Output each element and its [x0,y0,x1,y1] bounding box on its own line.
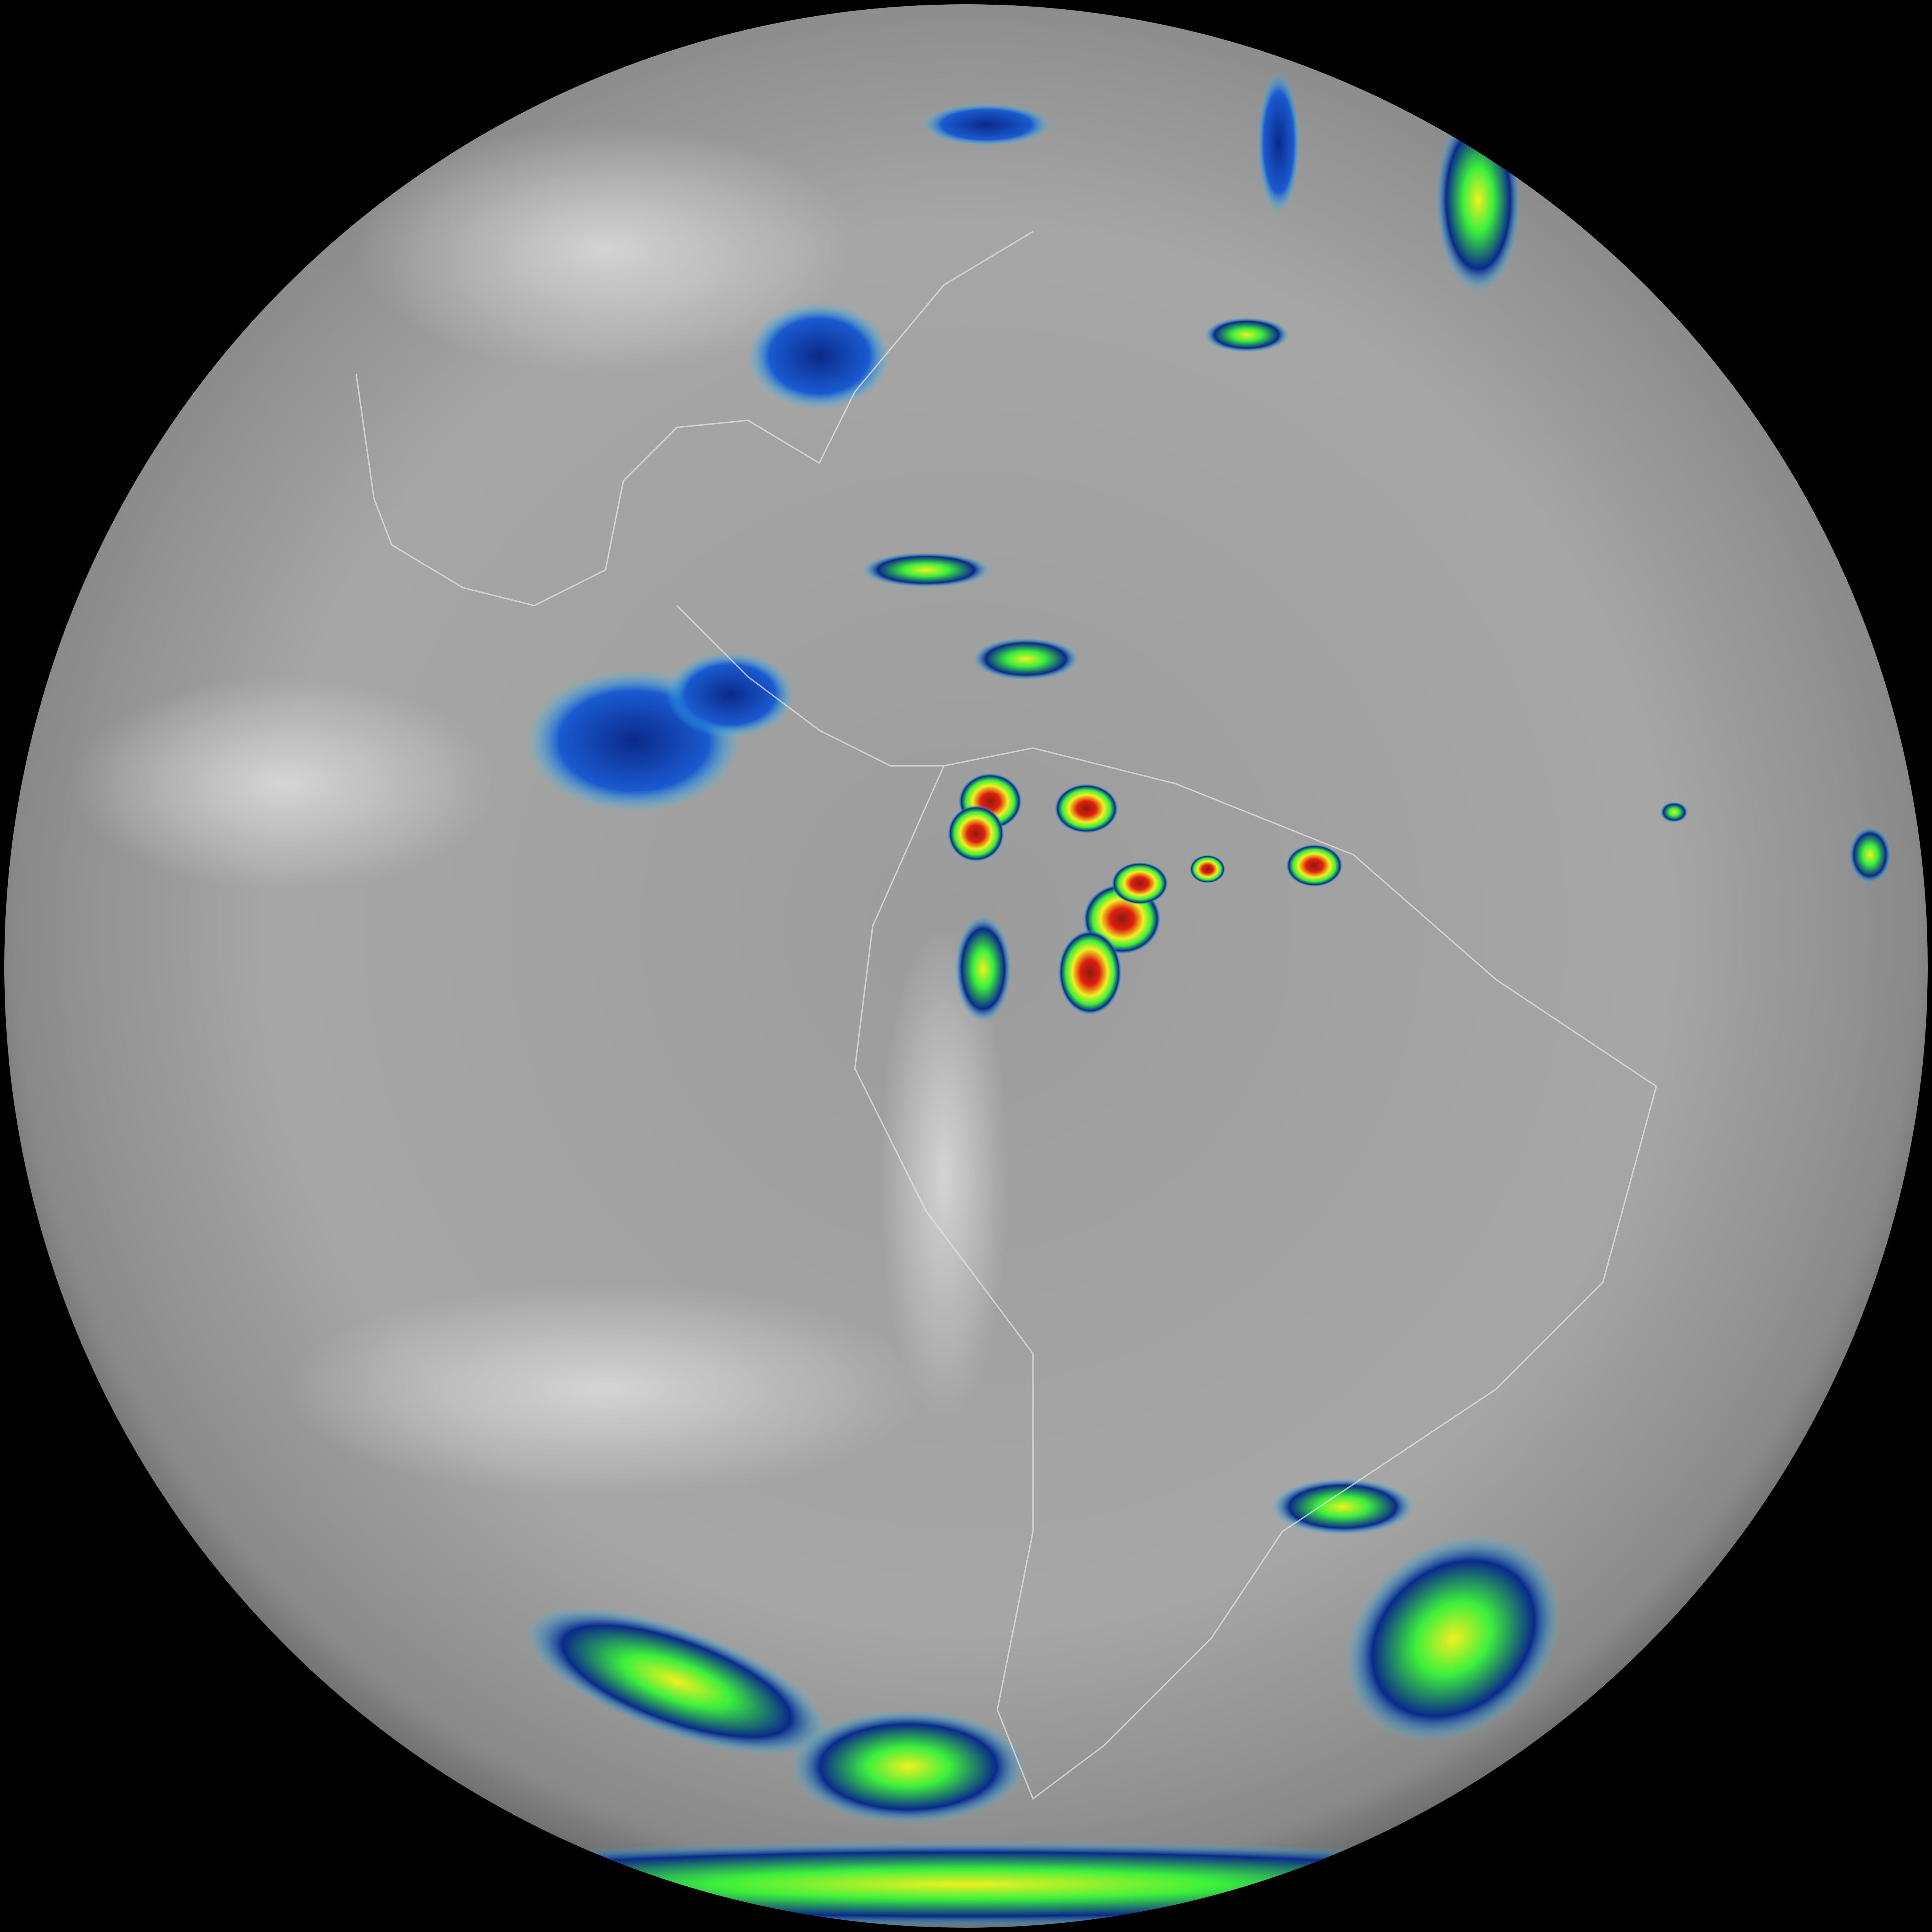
storm-blob [1849,826,1891,884]
convective-cell [1189,855,1226,884]
coastline-central-america [676,605,944,767]
storm-blob [1660,801,1689,823]
cloud-north-america [356,124,855,374]
convective-cell [947,805,1005,862]
convective-cell [1054,784,1119,834]
coastline-south-america [854,747,1657,1800]
cloud-andes [879,926,1008,1425]
storm-blob [1204,317,1290,353]
storm-blob [862,552,990,588]
storm-blob [1271,1478,1414,1536]
convective-cell [1058,929,1122,1015]
political-borders [355,231,1657,1800]
convective-cell [1286,844,1343,887]
coastline-north-america [355,231,1034,607]
polar-band [253,1841,1679,1927]
cloud-south-pacific [285,1282,926,1496]
storm-blob [922,103,1051,146]
storm-blob [748,303,891,410]
storm-blob [1257,71,1300,214]
storm-blob [666,651,794,738]
convective-cell [1111,862,1168,905]
storm-blob [1435,107,1521,292]
storm-blob [954,915,1012,1022]
cloud-pacific [71,677,499,891]
south-atlantic-front [1345,1535,1561,1742]
south-pacific-front [791,1709,1026,1824]
cloud-layer [71,71,1891,1927]
south-pacific-front [525,1607,829,1756]
storm-blob [972,638,1080,680]
